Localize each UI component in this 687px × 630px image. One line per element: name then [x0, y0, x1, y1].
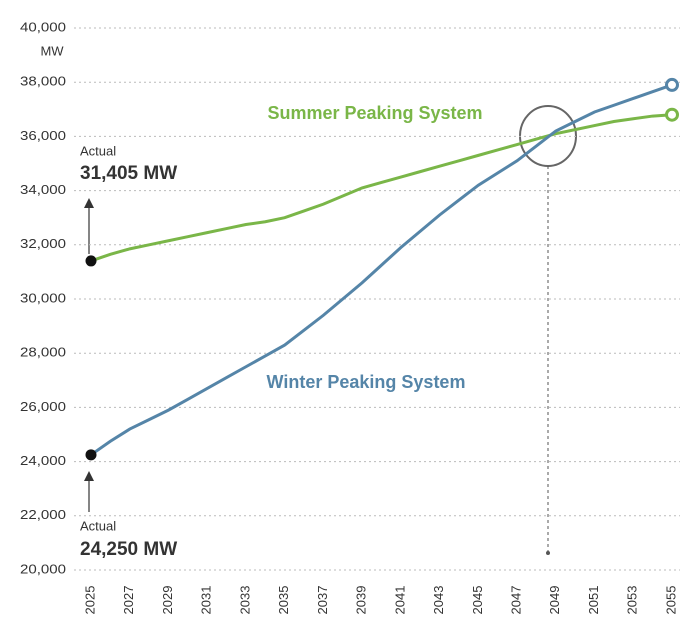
x-tick-label: 2049	[547, 586, 562, 615]
x-tick-label: 2041	[392, 586, 407, 615]
annotation-title: Actual	[80, 143, 116, 158]
series-label: Summer Peaking System	[267, 103, 482, 123]
y-tick-label: 24,000	[20, 453, 66, 468]
x-tick-label: 2027	[121, 586, 136, 615]
y-tick-label: 22,000	[20, 507, 66, 522]
y-tick-label: 32,000	[20, 236, 66, 251]
y-tick-label: 40,000	[20, 19, 66, 34]
annotation-text: 31,405 MW	[80, 163, 177, 184]
crossing-dot	[546, 551, 550, 555]
x-tick-label: 2053	[625, 586, 640, 615]
x-tick-label: 2055	[663, 586, 678, 615]
start-marker	[85, 449, 97, 461]
x-tick-label: 2051	[586, 586, 601, 615]
x-tick-label: 2037	[315, 586, 330, 615]
x-tick-label: 2043	[431, 586, 446, 615]
y-tick-label: 28,000	[20, 345, 66, 360]
y-tick-label: 30,000	[20, 290, 66, 305]
end-marker	[665, 107, 679, 122]
x-tick-label: 2025	[82, 586, 97, 615]
x-tick-label: 2045	[470, 586, 485, 615]
x-tick-label: 2029	[160, 586, 175, 615]
annotation-title: Actual	[80, 518, 116, 533]
y-tick-label: 34,000	[20, 182, 66, 197]
y-tick-label: 26,000	[20, 399, 66, 414]
x-tick-label: 2033	[237, 586, 252, 615]
series-line	[90, 83, 673, 457]
y-tick-label: 36,000	[20, 128, 66, 143]
x-tick-label: 2031	[199, 586, 214, 615]
end-marker	[665, 77, 679, 92]
x-tick-label: 2035	[276, 586, 291, 615]
annotation-text: 24,250 MW	[80, 539, 177, 560]
arrow-head	[84, 198, 94, 208]
x-tick-label: 2039	[354, 586, 369, 615]
arrow-head	[84, 471, 94, 481]
x-tick-label: 2047	[509, 586, 524, 615]
start-marker	[85, 255, 97, 267]
y-tick-label: 20,000	[20, 561, 66, 576]
series-line	[90, 113, 673, 263]
y-tick-label: 38,000	[20, 74, 66, 89]
y-axis-label: MW	[40, 43, 64, 58]
series-label: Winter Peaking System	[267, 372, 466, 392]
